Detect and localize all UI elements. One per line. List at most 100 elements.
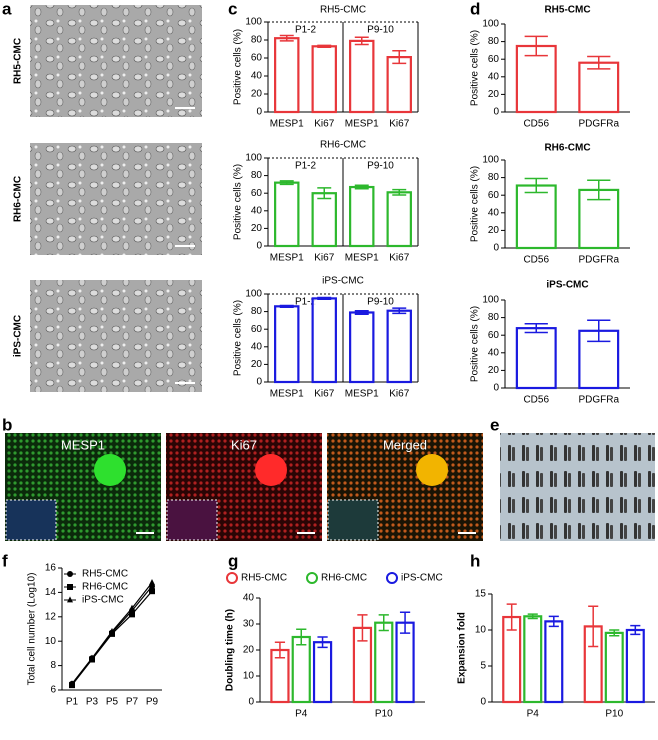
y-tick-label: 60 [251, 53, 263, 64]
marker [67, 584, 73, 590]
marker [149, 579, 155, 586]
y-tick-label: 100 [245, 289, 262, 300]
error-bar [548, 615, 559, 628]
micrograph [30, 143, 202, 255]
micrograph [30, 5, 202, 117]
x-tick-label: MESP1 [345, 389, 379, 400]
karyotype-image [500, 433, 655, 541]
y-tick-label: 100 [245, 153, 262, 164]
bar [311, 192, 337, 248]
group-label: P9-10 [367, 297, 394, 308]
legend-label: iPS-CMC [401, 573, 443, 584]
y-tick-label: 20 [251, 89, 263, 100]
inset [327, 499, 379, 541]
error-bar [392, 188, 407, 196]
y-tick-label: 20 [251, 359, 263, 370]
bar [312, 641, 333, 704]
error-bar [392, 307, 407, 315]
panel-label: d [470, 0, 480, 18]
panel-label: f [2, 551, 8, 570]
chart-title: RH6-CMC [320, 140, 366, 151]
y-tick-label: 80 [488, 172, 500, 183]
legend-label: RH6-CMC [82, 582, 128, 593]
panel-label: g [228, 551, 238, 570]
image-title: Ki67 [231, 437, 257, 452]
marker [69, 680, 75, 687]
error-bar [524, 323, 548, 334]
x-tick-label: P7 [126, 697, 139, 708]
bar [274, 181, 300, 248]
y-axis-label: Positive cells (%) [470, 166, 481, 242]
error-bar [354, 184, 369, 190]
x-tick-label: PDGFRa [578, 119, 619, 130]
y-tick-label: 80 [251, 170, 263, 181]
y-tick-label: 15 [475, 589, 487, 600]
y-tick-label: 8 [50, 660, 56, 671]
error-bar [274, 641, 286, 659]
error-bar [524, 177, 548, 194]
bar [515, 44, 557, 114]
panel-label: h [470, 551, 480, 570]
group-label: P9-10 [367, 25, 394, 36]
x-tick-label: P10 [605, 709, 623, 720]
marker [109, 627, 115, 634]
y-axis-label: Doubling time (h) [225, 609, 236, 691]
chart-title: RH5-CMC [544, 5, 590, 16]
bar [349, 39, 375, 114]
bar [578, 61, 620, 114]
y-axis-label: Positive cells (%) [233, 164, 244, 240]
error-bar [357, 614, 368, 642]
y-tick-label: 10 [45, 636, 57, 647]
x-tick-label: Ki67 [389, 389, 409, 400]
x-tick-label: Ki67 [314, 389, 334, 400]
x-tick-label: MESP1 [345, 119, 379, 130]
y-axis-label: Positive cells (%) [233, 300, 244, 376]
marker [129, 604, 135, 611]
y-tick-label: 20 [488, 365, 500, 376]
legend-label: RH6-CMC [321, 573, 367, 584]
error-bar [588, 605, 599, 648]
row-label: RH6-CMC [13, 176, 24, 222]
legend-marker [226, 572, 238, 584]
error-bar [354, 36, 369, 46]
y-tick-label: 80 [488, 312, 500, 323]
x-tick-label: PDGFRa [578, 255, 619, 266]
chart-title: RH5-CMC [320, 5, 366, 16]
legend-marker [306, 572, 318, 584]
legend-marker [386, 572, 398, 584]
bar [274, 37, 300, 114]
y-tick-label: 0 [256, 241, 262, 252]
group-label: P9-10 [367, 161, 394, 172]
x-tick-label: MESP1 [270, 389, 304, 400]
y-tick-label: 40 [488, 347, 500, 358]
error-bar [317, 636, 328, 649]
chart-title: RH6-CMC [544, 143, 590, 154]
y-tick-label: 20 [488, 89, 500, 100]
y-tick-label: 100 [482, 19, 499, 30]
y-tick-label: 100 [482, 295, 499, 306]
bar [386, 309, 412, 384]
inset [5, 499, 57, 541]
y-tick-label: 6 [50, 685, 56, 696]
y-tick-label: 10 [243, 671, 255, 682]
micrograph [30, 280, 202, 392]
bar [515, 327, 557, 390]
image-title: MESP1 [61, 437, 105, 452]
y-tick-label: 0 [248, 697, 254, 708]
y-tick-label: 20 [251, 223, 263, 234]
y-tick-label: 0 [493, 383, 499, 394]
error-bar [527, 613, 538, 620]
error-bar [609, 629, 620, 637]
error-bar [392, 50, 407, 65]
x-tick-label: P10 [375, 709, 393, 720]
x-tick-label: PDGFRa [578, 395, 619, 406]
y-axis-label: Positive cells (%) [233, 29, 244, 105]
x-tick-label: MESP1 [270, 253, 304, 264]
colony [255, 454, 287, 486]
panel-label: c [228, 0, 237, 18]
error-bar [279, 180, 294, 186]
y-tick-label: 30 [243, 619, 255, 630]
y-tick-label: 80 [251, 306, 263, 317]
y-tick-label: 80 [488, 36, 500, 47]
